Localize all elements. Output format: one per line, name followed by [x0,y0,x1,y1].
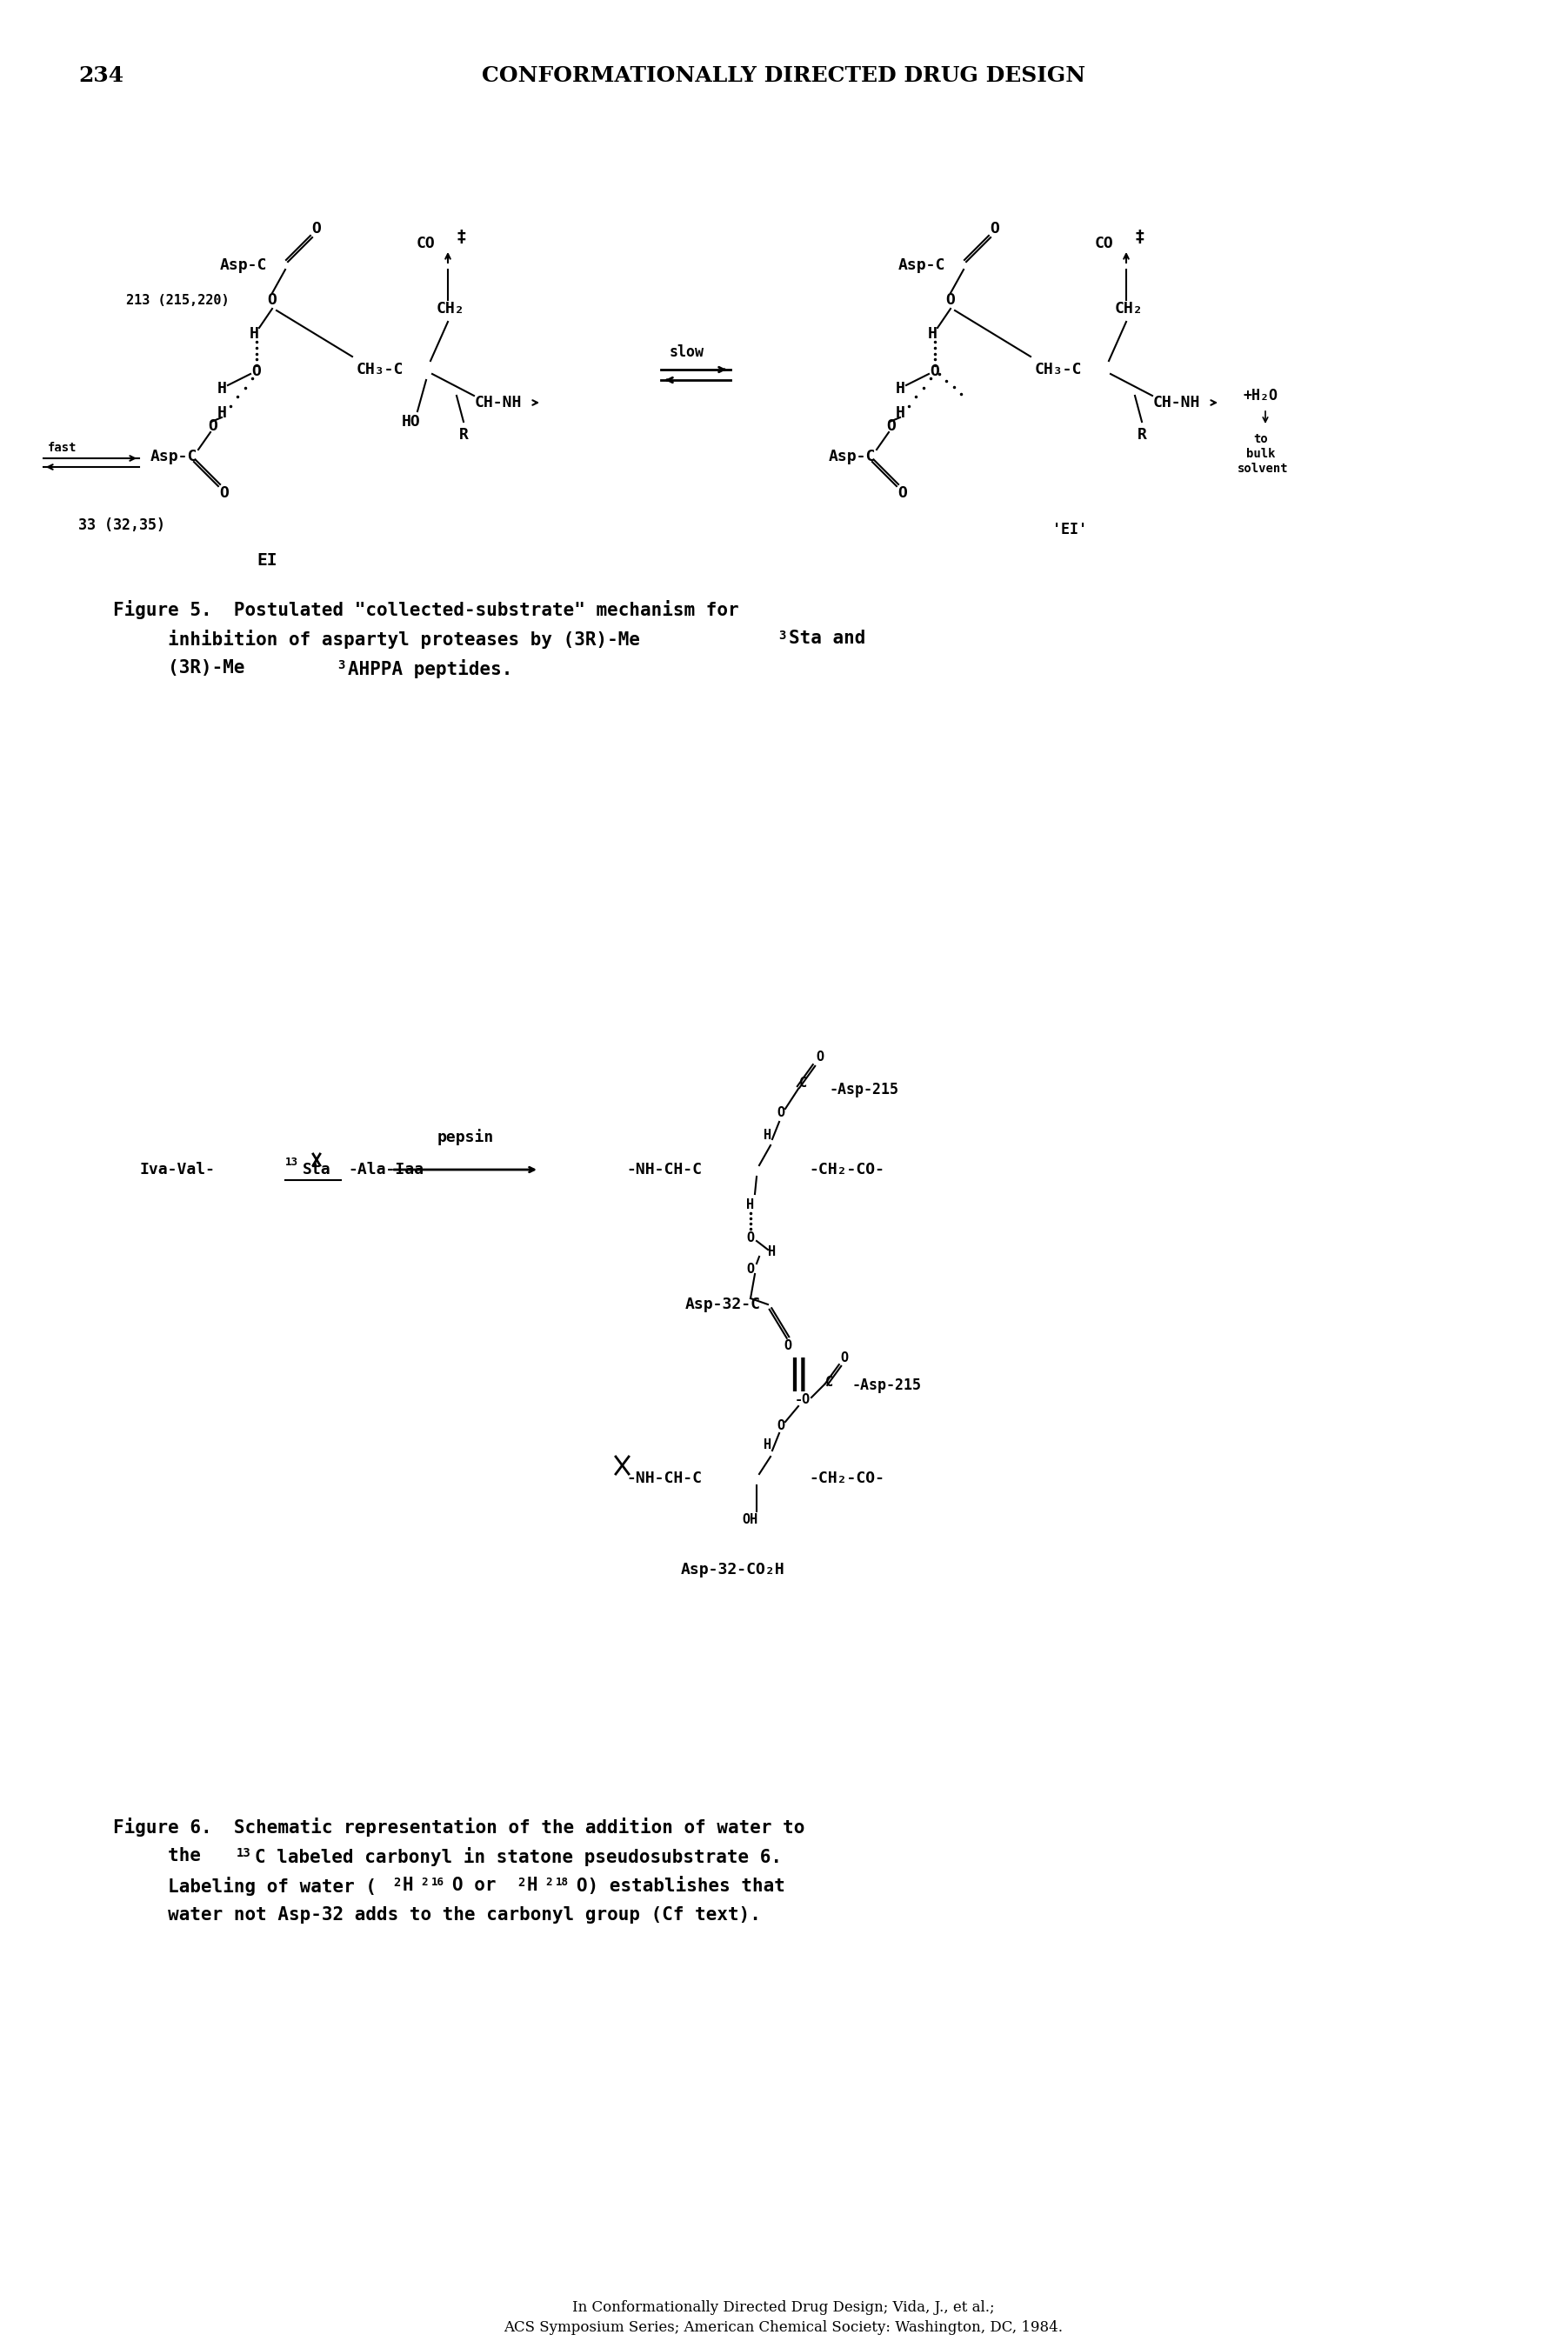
Text: Asp-C: Asp-C [220,258,267,272]
Text: H: H [216,406,226,420]
Text: O: O [886,418,897,434]
Text: CH-NH: CH-NH [1152,394,1200,411]
Text: O: O [209,418,218,434]
Text: Asp-C: Asp-C [828,448,877,465]
Text: 18: 18 [555,1876,569,1888]
Text: CH₃-C: CH₃-C [356,362,403,378]
Text: C: C [798,1075,806,1089]
Text: fast: fast [49,441,77,453]
Text: the: the [113,1848,212,1864]
Text: H: H [895,406,905,420]
Text: In Conformationally Directed Drug Design; Vida, J., et al.;: In Conformationally Directed Drug Design… [572,2301,994,2315]
Text: O: O [312,221,321,237]
Text: ‡: ‡ [456,230,467,247]
Text: O: O [815,1050,825,1064]
Text: O or: O or [452,1876,506,1895]
Text: 3: 3 [778,629,786,641]
Text: 3: 3 [337,660,345,672]
Text: O: O [746,1263,754,1277]
Text: CO: CO [1094,235,1113,251]
Text: C labeled carbonyl in statone pseudosubstrate 6.: C labeled carbonyl in statone pseudosubs… [256,1848,782,1867]
Text: H: H [768,1247,776,1259]
Text: 'EI': 'EI' [1052,521,1087,538]
Text: H: H [928,326,938,343]
Text: C: C [825,1376,833,1390]
Text: Asp-32-C: Asp-32-C [685,1296,760,1313]
Text: slow: slow [670,345,704,359]
Text: 2: 2 [517,1876,525,1888]
Text: -CH₂-CO-: -CH₂-CO- [809,1470,884,1486]
Text: -Asp-215: -Asp-215 [829,1082,898,1097]
Text: solvent: solvent [1237,463,1289,474]
Text: O: O [778,1421,786,1432]
Text: CH-NH: CH-NH [475,394,522,411]
Text: CO: CO [417,235,436,251]
Text: ‖: ‖ [789,1357,809,1390]
Text: O) establishes that: O) establishes that [577,1876,786,1895]
Text: Sta and: Sta and [789,629,866,648]
Text: EI: EI [257,552,278,568]
Text: CH₃-C: CH₃-C [1035,362,1082,378]
Text: -CH₂-CO-: -CH₂-CO- [809,1162,884,1176]
Text: Sta: Sta [303,1162,331,1176]
Text: to: to [1253,432,1269,446]
Text: H: H [527,1876,538,1895]
Text: H: H [403,1876,414,1895]
Text: 13: 13 [285,1158,298,1169]
Text: H: H [249,326,259,343]
Text: 16: 16 [431,1876,444,1888]
Text: water not Asp-32 adds to the carbonyl group (Cf text).: water not Asp-32 adds to the carbonyl gr… [113,1907,760,1923]
Text: 2: 2 [394,1876,400,1888]
Text: (3R)-Me: (3R)-Me [113,660,245,676]
Text: OH: OH [743,1514,759,1526]
Text: O: O [946,291,955,308]
Text: AHPPA peptides.: AHPPA peptides. [348,660,513,679]
Text: Figure 6.  Schematic representation of the addition of water to: Figure 6. Schematic representation of th… [113,1817,804,1836]
Text: O: O [898,486,908,500]
Text: Figure 5.  Postulated "collected-substrate" mechanism for: Figure 5. Postulated "collected-substrat… [113,601,739,620]
Text: H: H [764,1439,771,1451]
Text: Iva-Val-: Iva-Val- [140,1162,215,1176]
Text: 213 (215,220): 213 (215,220) [125,294,229,308]
Text: Asp-32-CO₂H: Asp-32-CO₂H [681,1561,786,1578]
Text: Labeling of water (: Labeling of water ( [113,1876,376,1895]
Text: CH₂: CH₂ [436,301,464,317]
Text: +H₂O: +H₂O [1243,387,1278,404]
Text: O: O [746,1230,754,1244]
Text: 234: 234 [78,66,124,87]
Text: O: O [930,364,939,378]
Text: R: R [459,427,469,444]
Text: H: H [764,1129,771,1141]
Text: Asp-C: Asp-C [151,448,198,465]
Text: pepsin: pepsin [437,1129,494,1146]
Text: HO: HO [401,413,420,430]
Text: bulk: bulk [1247,448,1275,460]
Text: ‡: ‡ [1135,230,1145,247]
Text: O: O [784,1341,792,1352]
Text: O: O [252,364,262,378]
Text: 2: 2 [420,1876,428,1888]
Text: H: H [746,1197,754,1212]
Text: ACS Symposium Series; American Chemical Society: Washington, DC, 1984.: ACS Symposium Series; American Chemical … [503,2320,1063,2334]
Text: CONFORMATIONALLY DIRECTED DRUG DESIGN: CONFORMATIONALLY DIRECTED DRUG DESIGN [481,66,1085,87]
Text: -NH-CH-C: -NH-CH-C [626,1162,702,1176]
Text: O: O [778,1106,786,1120]
Text: H: H [216,380,226,397]
Text: O: O [268,291,278,308]
Text: R: R [1137,427,1146,444]
Text: 2: 2 [546,1876,552,1888]
Text: -Asp-215: -Asp-215 [853,1378,922,1392]
Text: -NH-CH-C: -NH-CH-C [626,1470,702,1486]
Text: O: O [989,221,1000,237]
Text: CH₂: CH₂ [1115,301,1143,317]
Text: Asp-C: Asp-C [898,258,946,272]
Text: O: O [840,1352,848,1364]
Text: inhibition of aspartyl proteases by (3R)-Me: inhibition of aspartyl proteases by (3R)… [113,629,640,648]
Text: O: O [220,486,229,500]
Text: -Ala-Iaa: -Ala-Iaa [348,1162,423,1176]
Text: 33 (32,35): 33 (32,35) [78,517,165,533]
Text: H: H [895,380,905,397]
Text: -O: -O [795,1395,811,1406]
Text: 13: 13 [237,1848,251,1860]
